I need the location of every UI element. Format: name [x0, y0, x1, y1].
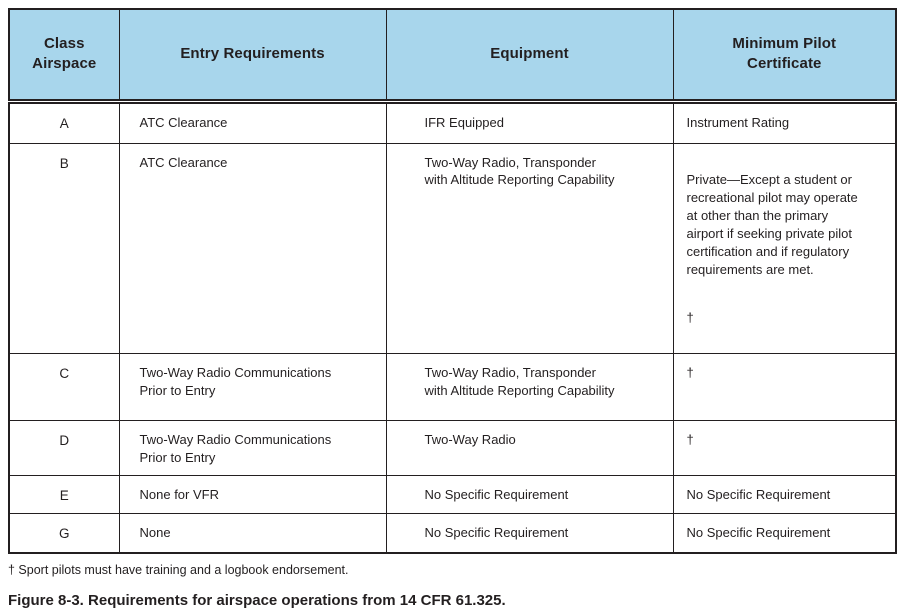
- cell-entry-requirements: ATC Clearance: [118, 100, 387, 144]
- col-header-minimum-pilot-certificate: Minimum Pilot Certificate: [672, 8, 897, 104]
- certificate-text: Private—Except a student or recreational…: [686, 172, 858, 278]
- cell-entry-requirements: None for VFR: [118, 474, 387, 515]
- cell-minimum-pilot-certificate: Private—Except a student or recreational…: [672, 142, 897, 354]
- cell-equipment: Two-Way Radio, Transponder with Altitude…: [385, 352, 674, 421]
- cell-minimum-pilot-certificate: No Specific Requirement: [672, 474, 897, 515]
- table-row-class-g: G None No Specific Requirement No Specif…: [8, 513, 897, 554]
- dagger-mark: †: [686, 310, 694, 325]
- cell-class: C: [8, 352, 120, 421]
- cell-equipment: Two-Way Radio: [385, 419, 674, 476]
- figure-caption: Figure 8-3. Requirements for airspace op…: [8, 592, 506, 609]
- cell-minimum-pilot-certificate: †: [672, 419, 897, 476]
- col-header-class-airspace: Class Airspace: [8, 8, 120, 104]
- col-header-equipment: Equipment: [385, 8, 674, 104]
- table-row-class-d: D Two-Way Radio Communications Prior to …: [8, 419, 897, 476]
- cell-entry-requirements: ATC Clearance: [118, 142, 387, 354]
- cell-entry-requirements: Two-Way Radio Communications Prior to En…: [118, 419, 387, 476]
- cell-equipment: Two-Way Radio, Transponder with Altitude…: [385, 142, 674, 354]
- cell-equipment: No Specific Requirement: [385, 513, 674, 554]
- cell-minimum-pilot-certificate: No Specific Requirement: [672, 513, 897, 554]
- table-row-class-e: E None for VFR No Specific Requirement N…: [8, 474, 897, 515]
- cell-class: G: [8, 513, 120, 554]
- cell-class: B: [8, 142, 120, 354]
- airspace-requirements-table: Class Airspace Entry Requirements Equipm…: [8, 8, 897, 554]
- cell-class: E: [8, 474, 120, 515]
- dagger-footnote: † Sport pilots must have training and a …: [8, 563, 349, 577]
- table-row-class-b: B ATC Clearance Two-Way Radio, Transpond…: [8, 142, 897, 354]
- cell-minimum-pilot-certificate: Instrument Rating: [672, 100, 897, 144]
- table-row-class-a: A ATC Clearance IFR Equipped Instrument …: [8, 100, 897, 144]
- col-header-entry-requirements: Entry Requirements: [118, 8, 387, 104]
- cell-class: D: [8, 419, 120, 476]
- table-row-class-c: C Two-Way Radio Communications Prior to …: [8, 352, 897, 421]
- table-header-row: Class Airspace Entry Requirements Equipm…: [8, 8, 897, 104]
- figure-8-3: Class Airspace Entry Requirements Equipm…: [8, 8, 897, 609]
- cell-equipment: No Specific Requirement: [385, 474, 674, 515]
- cell-entry-requirements: Two-Way Radio Communications Prior to En…: [118, 352, 387, 421]
- cell-class: A: [8, 100, 120, 144]
- cell-equipment: IFR Equipped: [385, 100, 674, 144]
- cell-minimum-pilot-certificate: †: [672, 352, 897, 421]
- cell-entry-requirements: None: [118, 513, 387, 554]
